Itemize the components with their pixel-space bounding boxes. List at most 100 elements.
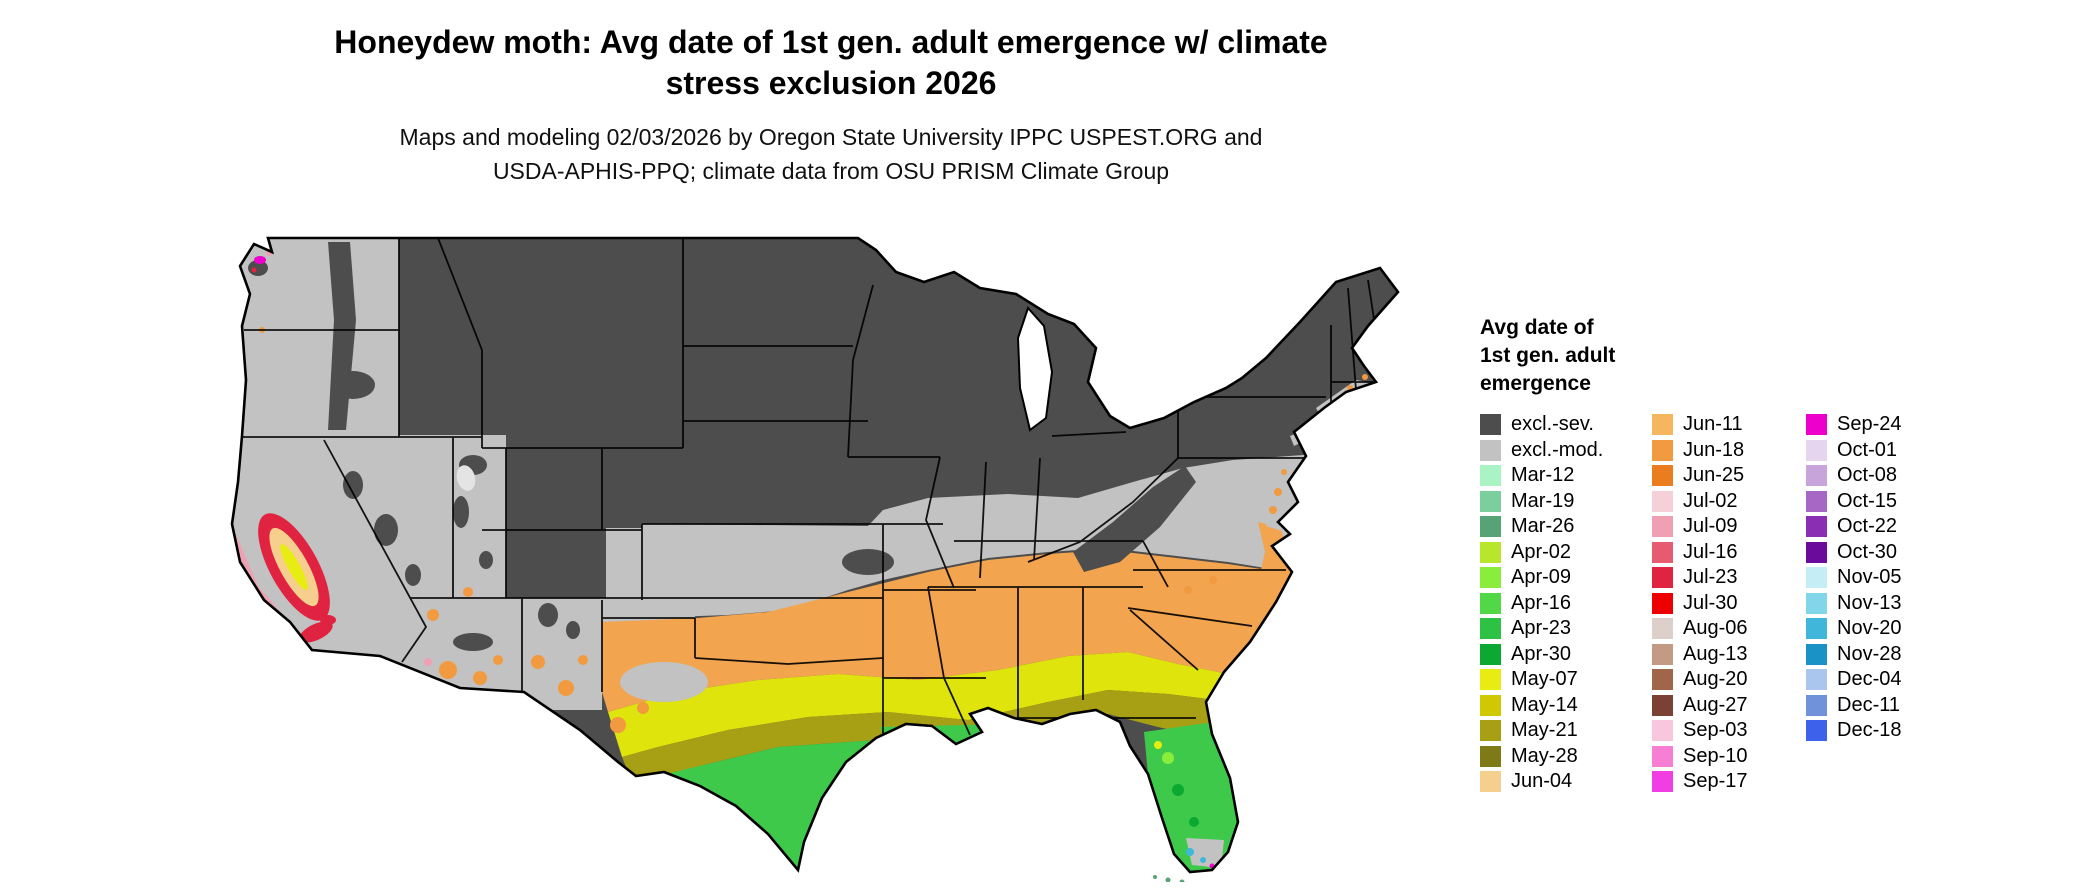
legend-label: Apr-23 — [1511, 617, 1572, 640]
legend-item: May-28 — [1480, 744, 1630, 770]
legend-swatch — [1652, 414, 1673, 436]
legend-item: Sep-10 — [1652, 744, 1784, 770]
legend-item: Aug-27 — [1652, 693, 1784, 719]
legend-swatch — [1652, 771, 1673, 793]
legend-item: Jul-16 — [1652, 540, 1784, 566]
legend-swatch — [1806, 720, 1827, 742]
legend-label: May-14 — [1511, 693, 1578, 716]
figure-header: Honeydew moth: Avg date of 1st gen. adul… — [0, 22, 1662, 188]
legend-label: Oct-01 — [1837, 438, 1898, 461]
legend-swatch — [1480, 643, 1501, 665]
legend-item: Dec-04 — [1806, 667, 1938, 693]
legend-swatch — [1652, 694, 1673, 716]
legend-swatch — [1652, 541, 1673, 563]
legend-item: Apr-30 — [1480, 642, 1630, 668]
legend-item: Aug-13 — [1652, 642, 1784, 668]
legend-swatch — [1806, 643, 1827, 665]
legend-swatch — [1652, 720, 1673, 742]
legend-swatch — [1806, 694, 1827, 716]
legend-label: Dec-18 — [1837, 719, 1902, 742]
legend-label: Nov-20 — [1837, 617, 1902, 640]
legend-item: Jul-09 — [1652, 514, 1784, 540]
legend-swatch — [1480, 439, 1501, 461]
legend-item: Apr-09 — [1480, 565, 1630, 591]
legend-swatch — [1480, 465, 1501, 487]
legend-label: Oct-22 — [1837, 515, 1898, 538]
legend-label: Jul-02 — [1683, 489, 1738, 512]
legend: Avg date of 1st gen. adult emergence exc… — [1480, 314, 1960, 795]
florida-keys — [1165, 877, 1171, 883]
legend-label: Jun-25 — [1683, 464, 1745, 487]
legend-item: Mar-19 — [1480, 489, 1630, 515]
legend-item: Oct-01 — [1806, 438, 1938, 464]
legend-label: Aug-13 — [1683, 642, 1748, 665]
legend-label: Jun-18 — [1683, 438, 1745, 461]
legend-label: Oct-15 — [1837, 489, 1898, 512]
legend-swatch — [1652, 745, 1673, 767]
legend-item: Jun-11 — [1652, 412, 1784, 438]
legend-label: excl.-sev. — [1511, 413, 1594, 436]
legend-item: Oct-22 — [1806, 514, 1938, 540]
legend-swatch — [1480, 592, 1501, 614]
legend-item: Oct-15 — [1806, 489, 1938, 515]
map-fill-layers — [232, 238, 1398, 872]
legend-label: Jul-23 — [1683, 566, 1738, 589]
legend-swatch — [1480, 694, 1501, 716]
legend-swatch — [1806, 669, 1827, 691]
legend-label: Apr-09 — [1511, 566, 1572, 589]
legend-label: Nov-28 — [1837, 642, 1902, 665]
legend-title-line-1: Avg date of — [1480, 316, 1594, 339]
legend-label: Apr-02 — [1511, 540, 1572, 563]
legend-label: Mar-12 — [1511, 464, 1575, 487]
legend-item: Nov-05 — [1806, 565, 1938, 591]
state-borders — [232, 238, 1381, 736]
legend-swatch — [1652, 669, 1673, 691]
legend-label: Jun-04 — [1511, 770, 1573, 793]
legend-label: Mar-26 — [1511, 515, 1575, 538]
legend-item: May-07 — [1480, 667, 1630, 693]
legend-swatch — [1806, 465, 1827, 487]
legend-swatch — [1806, 541, 1827, 563]
legend-label: May-28 — [1511, 744, 1578, 767]
legend-swatch — [1806, 414, 1827, 436]
legend-swatch — [1806, 516, 1827, 538]
legend-swatch — [1806, 439, 1827, 461]
legend-item: Jul-23 — [1652, 565, 1784, 591]
legend-item: Aug-06 — [1652, 616, 1784, 642]
legend-swatch — [1480, 720, 1501, 742]
legend-item: Apr-02 — [1480, 540, 1630, 566]
legend-label: Aug-20 — [1683, 668, 1748, 691]
legend-item: Mar-26 — [1480, 514, 1630, 540]
legend-swatch — [1480, 414, 1501, 436]
legend-title-line-2: 1st gen. adult — [1480, 344, 1616, 367]
legend-label: Sep-10 — [1683, 744, 1748, 767]
legend-swatch — [1806, 567, 1827, 589]
legend-label: May-21 — [1511, 719, 1578, 742]
us-map-svg — [230, 236, 1400, 885]
legend-label: Apr-30 — [1511, 642, 1572, 665]
legend-item: Oct-30 — [1806, 540, 1938, 566]
legend-label: Jul-09 — [1683, 515, 1738, 538]
legend-item: Dec-18 — [1806, 718, 1938, 744]
legend-swatch — [1806, 618, 1827, 640]
legend-item: excl.-mod. — [1480, 438, 1630, 464]
legend-swatch — [1480, 567, 1501, 589]
legend-label: Aug-06 — [1683, 617, 1748, 640]
subtitle-line-2: USDA-APHIS-PPQ; climate data from OSU PR… — [492, 158, 1170, 184]
legend-item: Nov-13 — [1806, 591, 1938, 617]
legend-swatch — [1652, 439, 1673, 461]
legend-swatch — [1652, 592, 1673, 614]
legend-swatch — [1806, 490, 1827, 512]
legend-item: Apr-16 — [1480, 591, 1630, 617]
legend-title-line-3: emergence — [1480, 372, 1591, 395]
subtitle-line-1: Maps and modeling 02/03/2026 by Oregon S… — [399, 124, 1263, 150]
legend-item: May-14 — [1480, 693, 1630, 719]
legend-item: Sep-24 — [1806, 412, 1938, 438]
legend-columns: excl.-sev. excl.-mod. Mar-12 Mar-19 Mar-26 Ap… — [1480, 412, 1960, 795]
legend-item: Sep-03 — [1652, 718, 1784, 744]
legend-label: Nov-05 — [1837, 566, 1902, 589]
legend-label: Jul-16 — [1683, 540, 1738, 563]
legend-label: Oct-30 — [1837, 540, 1898, 563]
legend-item: Jul-30 — [1652, 591, 1784, 617]
legend-item: Nov-28 — [1806, 642, 1938, 668]
